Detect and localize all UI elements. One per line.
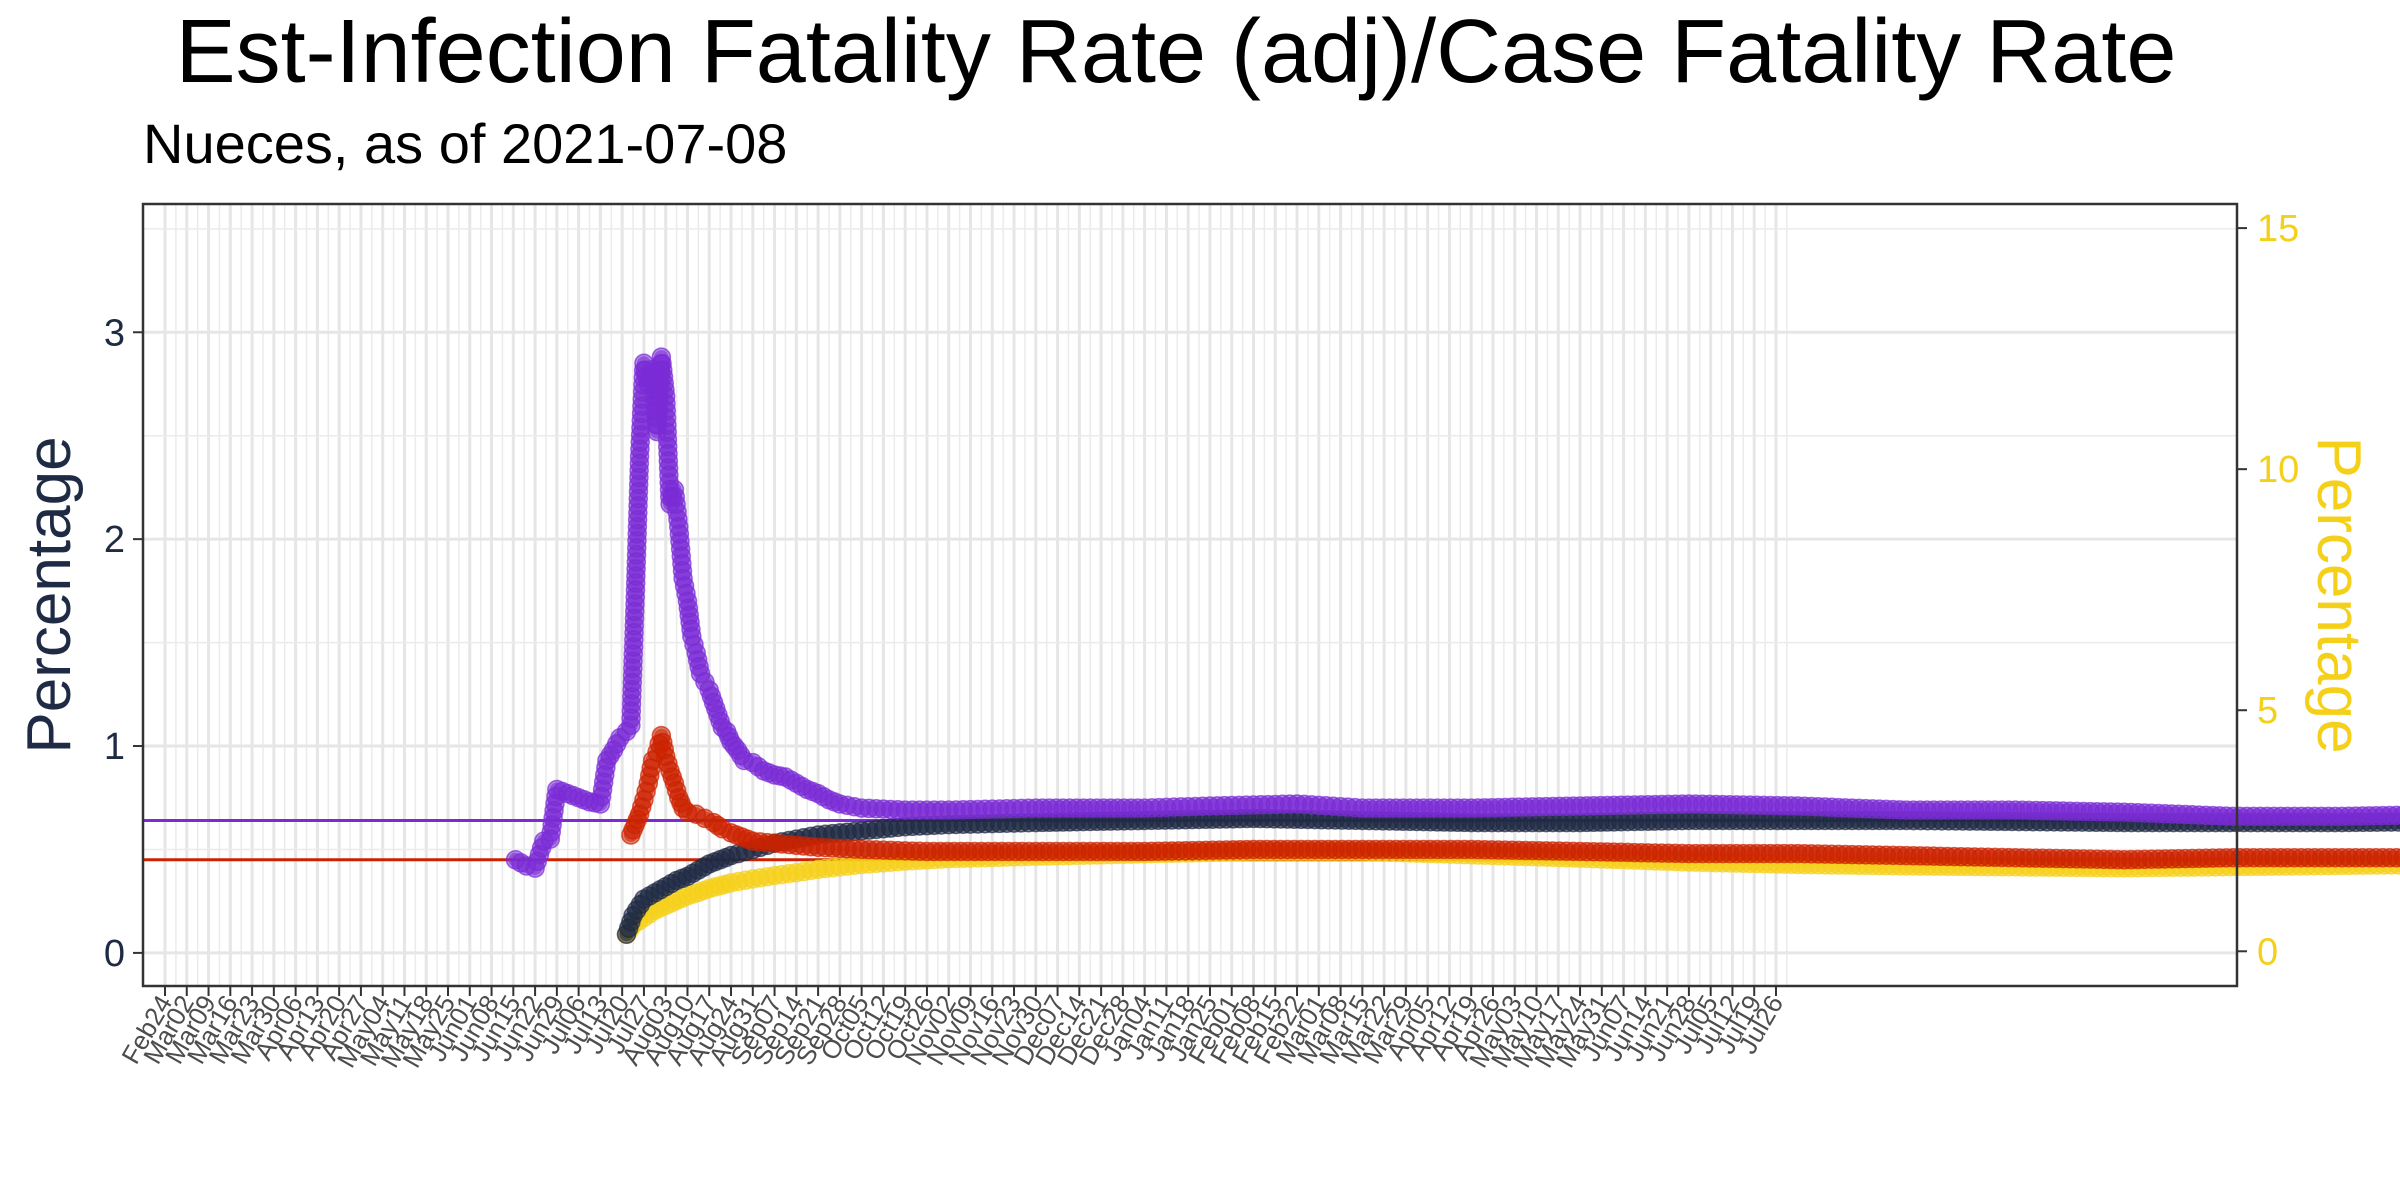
y-tick-label-right: 0 [2257,931,2278,973]
plot-border [141,202,2239,988]
y-axis-label-left: Percentage [15,436,84,753]
chart-title: Est-Infection Fatality Rate (adj)/Case F… [176,2,2177,102]
y-tick-label-right: 5 [2257,690,2278,732]
y-axis-label-right: Percentage [2304,436,2373,753]
y-tick-label-right: 10 [2257,449,2299,491]
axes: Feb24Mar02Mar09Mar16Mar23Mar30Apr06Apr13… [104,208,2299,1072]
y-tick-label-left: 3 [104,312,125,354]
data-point [2393,805,2400,825]
chart-subtitle: Nueces, as of 2021-07-08 [143,112,787,175]
data-point [2393,848,2400,867]
data-series [621,725,2400,870]
series-layer [505,347,2400,945]
data-series [505,347,2400,878]
y-tick-label-left: 2 [104,519,125,561]
y-tick-label-left: 1 [104,726,125,768]
y-tick-label-right: 15 [2257,208,2299,250]
y-tick-label-left: 0 [104,933,125,975]
